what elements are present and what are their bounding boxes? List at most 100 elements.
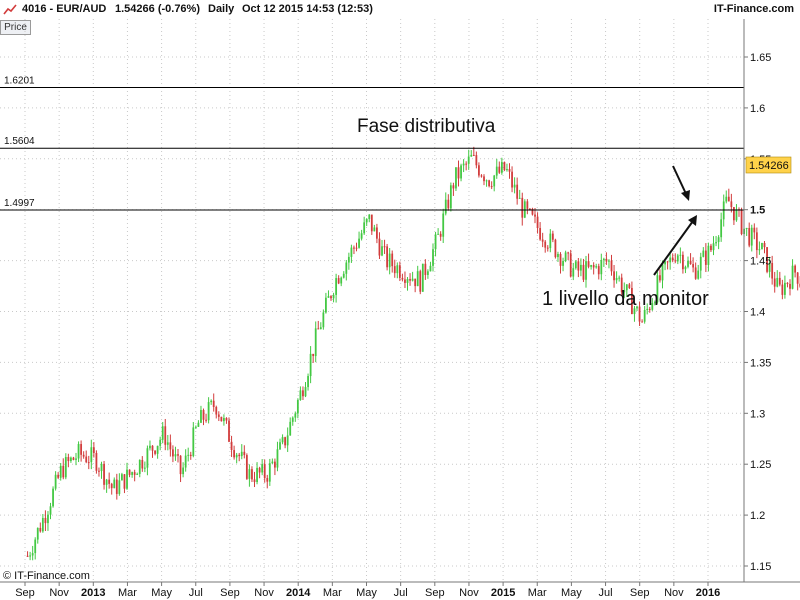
price-tab-label: Price	[0, 20, 31, 35]
candle	[251, 466, 253, 483]
annotation-fase-distributiva: Fase distributiva	[357, 116, 496, 137]
x-tick-label: Nov	[49, 587, 69, 599]
candle	[286, 427, 289, 452]
candle	[442, 208, 445, 244]
candle	[100, 461, 103, 479]
candle	[766, 247, 768, 274]
candle	[710, 243, 712, 252]
candle	[36, 527, 39, 544]
candle	[210, 399, 213, 405]
candle	[126, 462, 128, 490]
candle	[396, 262, 399, 279]
candle	[554, 238, 557, 259]
candle	[233, 445, 236, 460]
axes	[0, 19, 800, 583]
candle	[478, 162, 480, 178]
candle	[694, 262, 697, 280]
candle	[309, 346, 312, 384]
candle	[643, 305, 646, 324]
candle	[401, 273, 404, 282]
candle	[536, 212, 539, 234]
candle	[179, 455, 182, 483]
candle	[574, 259, 577, 270]
candle	[526, 199, 529, 215]
candle	[47, 511, 49, 531]
candle	[166, 435, 169, 451]
x-tick-label: Mar	[323, 587, 342, 599]
candle	[207, 397, 210, 424]
candle	[429, 261, 432, 272]
candle	[704, 243, 707, 273]
candle	[302, 386, 304, 400]
candle	[281, 434, 284, 445]
candle	[317, 320, 320, 330]
candle	[411, 271, 414, 282]
candle	[712, 236, 715, 256]
candle	[172, 445, 174, 463]
candle	[90, 439, 93, 470]
candle	[557, 251, 559, 262]
candle	[151, 445, 154, 458]
candle	[740, 207, 743, 236]
candle	[276, 441, 279, 472]
candle	[291, 416, 294, 426]
candle	[722, 194, 725, 227]
candle	[449, 182, 452, 212]
candle	[64, 453, 67, 480]
candle	[378, 232, 381, 259]
candle	[263, 459, 266, 483]
y-tick-label: 1.2	[750, 510, 765, 522]
candle	[490, 181, 493, 190]
candle	[205, 413, 207, 423]
candle	[345, 259, 348, 281]
candle	[72, 456, 75, 461]
candle	[585, 255, 587, 288]
x-tick-label: Jul	[189, 587, 203, 599]
candle	[386, 243, 389, 271]
y-tick-label: 1.65	[750, 52, 771, 64]
candle	[256, 462, 258, 485]
candle	[508, 163, 511, 179]
candle	[465, 161, 468, 171]
datetime-label: Oct 12 2015 14:53 (12:53)	[242, 3, 373, 15]
candle	[29, 551, 32, 561]
candle	[266, 474, 269, 489]
candle	[133, 469, 136, 482]
candle	[271, 458, 274, 464]
candle	[421, 263, 424, 292]
candle	[602, 257, 605, 267]
candle	[689, 253, 692, 265]
candle	[253, 471, 256, 488]
candle	[228, 417, 230, 443]
candle	[258, 466, 261, 479]
candle	[138, 459, 141, 478]
candle	[485, 179, 488, 187]
x-axis-ticks: Sep Nov 2013 Mar May Jul Sep Nov 2014 Mar May Jul Se…	[15, 582, 720, 599]
y-tick-label: 1.4	[750, 307, 765, 319]
x-tick-label: 2016	[696, 587, 720, 599]
candle	[197, 420, 200, 427]
header-bar: 4016 - EUR/AUD 1.54266 (-0.76%) Daily Oc…	[0, 0, 800, 19]
candle	[92, 442, 95, 458]
candle	[419, 269, 422, 295]
candle	[625, 284, 628, 297]
candle	[365, 218, 368, 227]
candle	[406, 277, 409, 291]
candle	[444, 192, 447, 216]
candle	[187, 447, 190, 462]
quote-label: 1.54266 (-0.76%)	[115, 3, 200, 15]
candle	[648, 306, 651, 313]
candle	[697, 264, 700, 280]
x-tick-label: 2013	[81, 587, 105, 599]
candle	[784, 275, 786, 299]
candle	[518, 189, 521, 199]
arrow-down-icon	[672, 165, 690, 201]
candle	[638, 301, 641, 326]
candle	[610, 254, 613, 276]
candle	[432, 243, 434, 272]
logo-icon	[3, 3, 17, 19]
candle	[559, 252, 562, 274]
x-tick-label: May	[561, 587, 582, 599]
candle	[189, 451, 192, 460]
